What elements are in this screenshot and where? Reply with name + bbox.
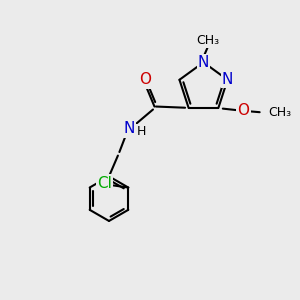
Text: O: O	[238, 103, 250, 118]
Text: N: N	[124, 121, 135, 136]
Text: H: H	[136, 125, 146, 138]
Text: CH₃: CH₃	[196, 34, 220, 46]
Text: N: N	[198, 55, 209, 70]
Text: Cl: Cl	[97, 176, 112, 190]
Text: CH₃: CH₃	[268, 106, 292, 119]
Text: N: N	[222, 72, 233, 87]
Text: O: O	[140, 72, 152, 87]
